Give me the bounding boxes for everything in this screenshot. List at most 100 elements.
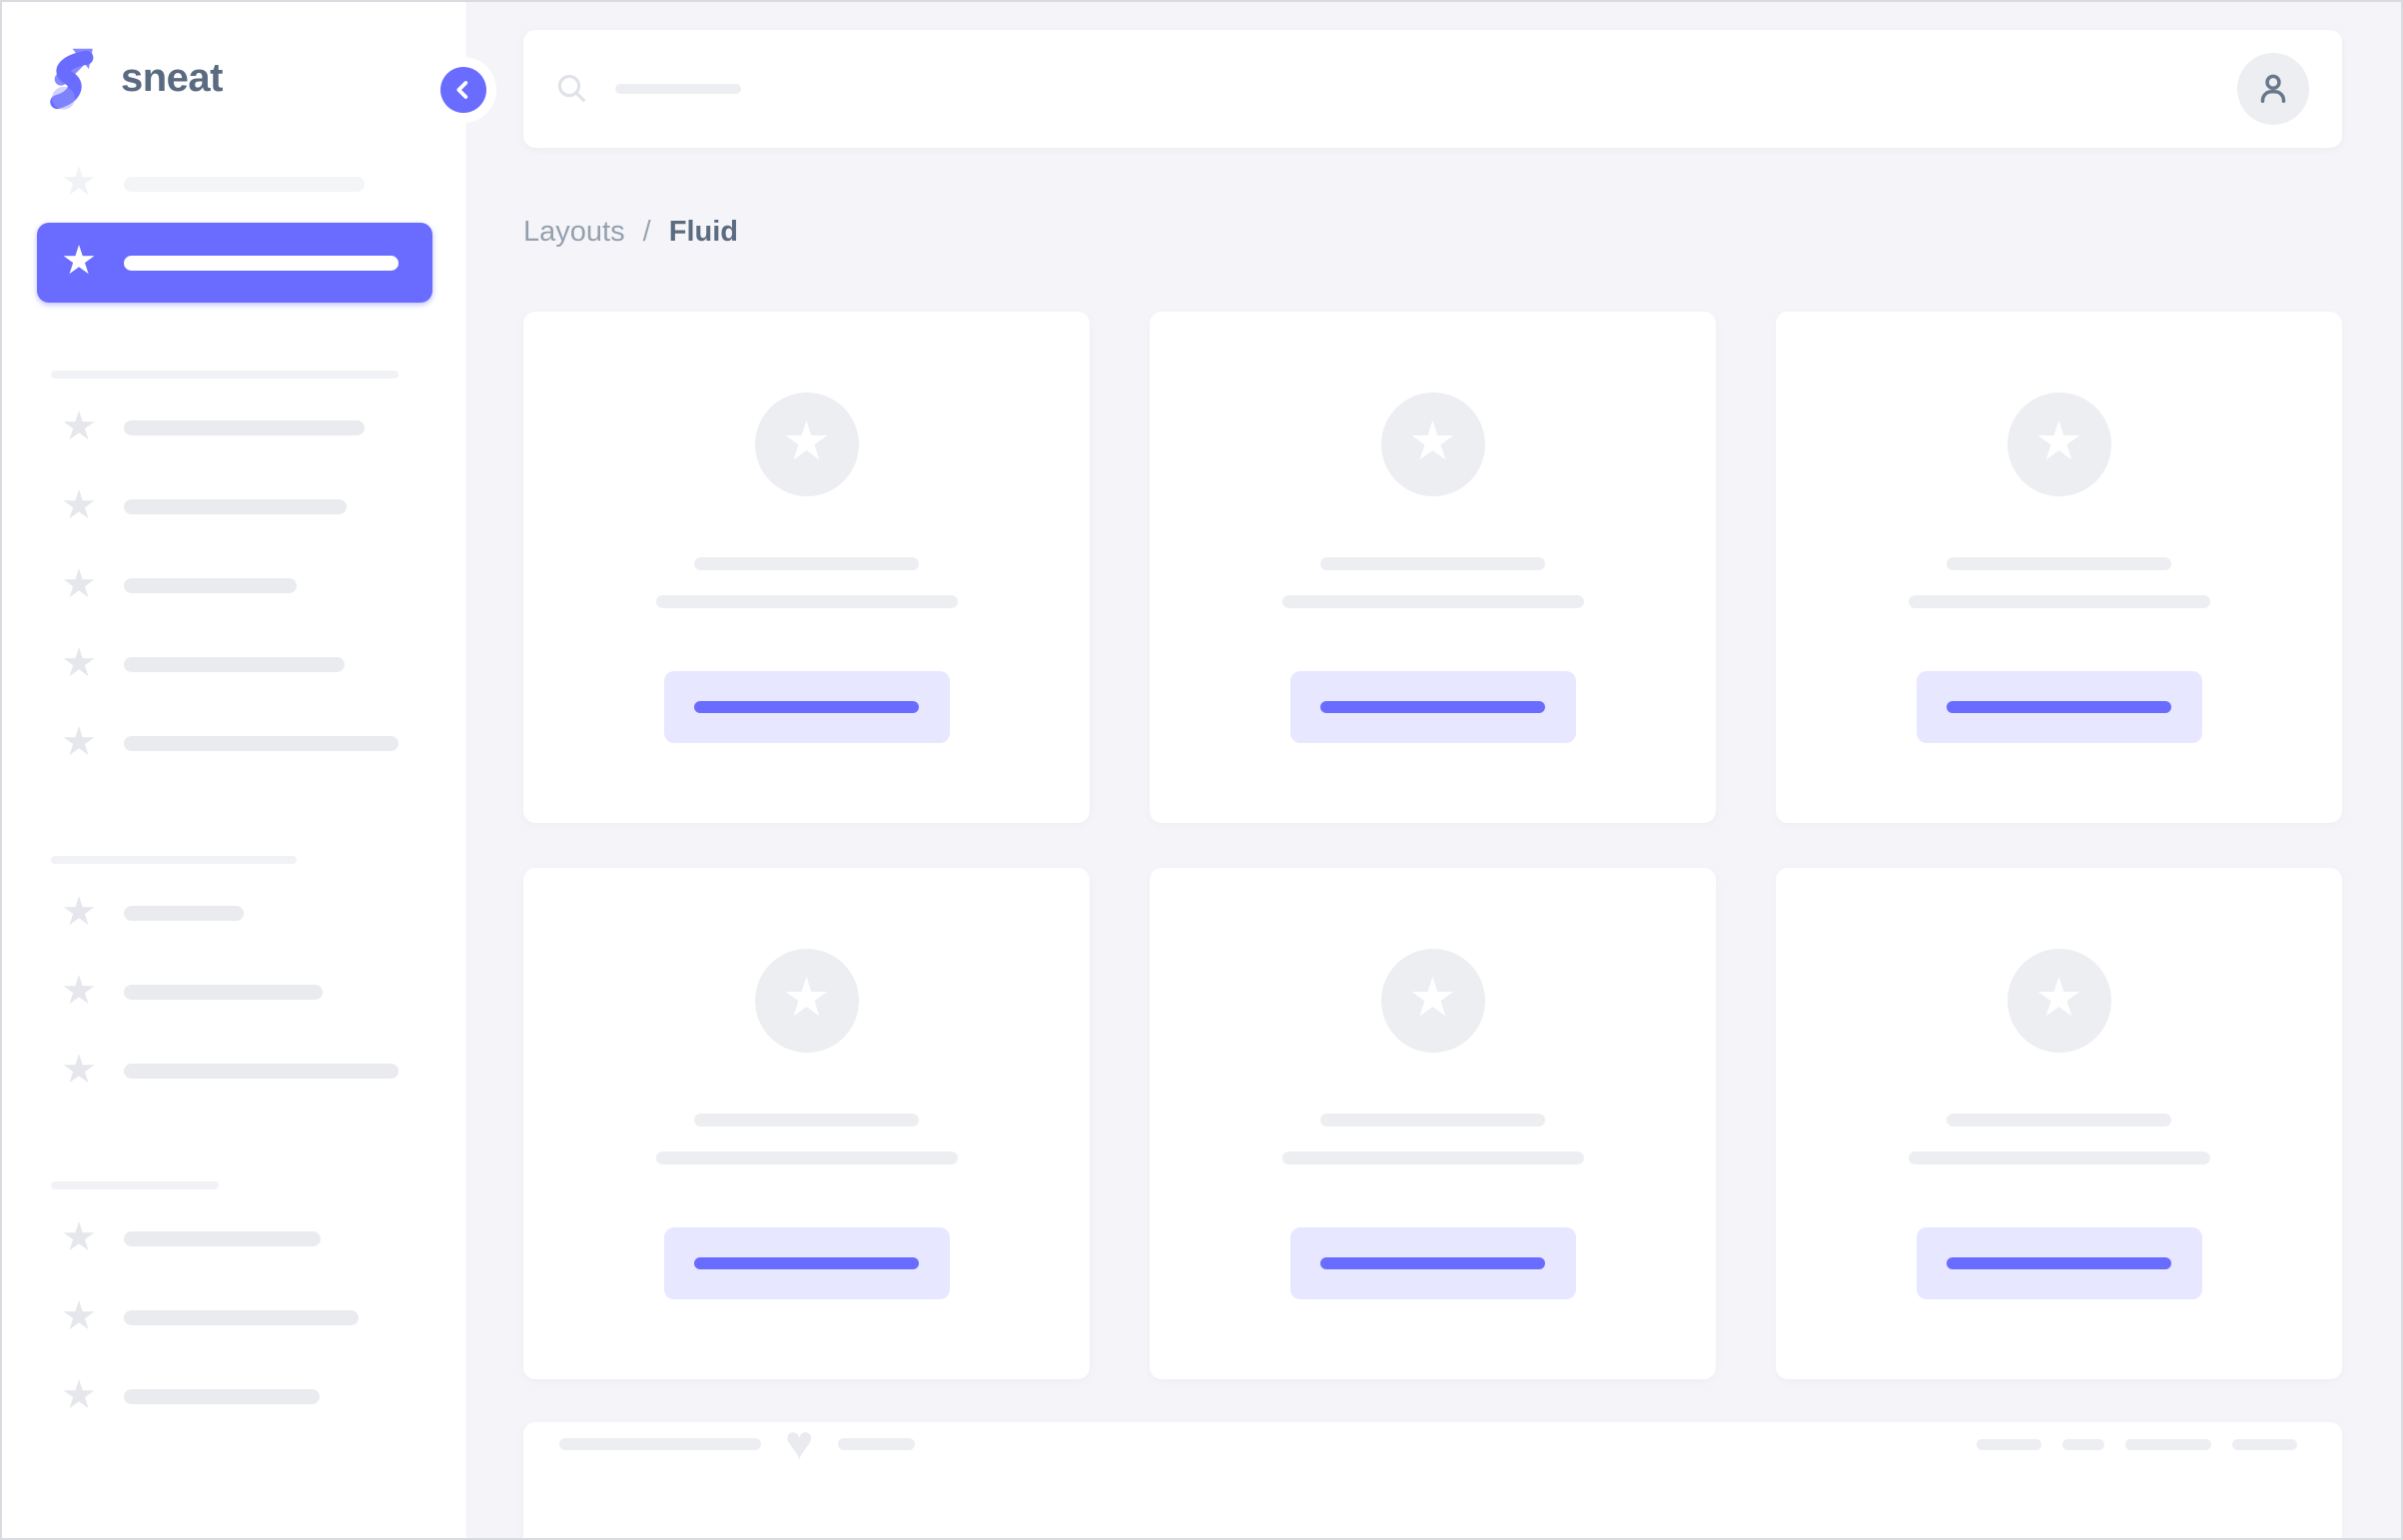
bottom-card-row: ♥ (559, 1417, 2297, 1470)
card-action-button[interactable] (663, 1227, 950, 1299)
star-icon: ★ (61, 160, 97, 204)
star-icon: ★ (1408, 411, 1457, 471)
text-placeholder-bar (1977, 1438, 2041, 1450)
card-title-placeholder (1947, 557, 2171, 570)
text-placeholder-bar (2232, 1438, 2297, 1450)
skeleton-card: ★ (1776, 312, 2342, 823)
card-subtitle-placeholder (1908, 1152, 2210, 1164)
sidebar-menu: ★ ★ ★ ★ ★ ★ ★ ★ ★ ★ ★ ★ ★ (2, 145, 466, 1436)
menu-label-placeholder (124, 985, 323, 1000)
text-placeholder-bar (837, 1438, 915, 1450)
text-placeholder-bar (2062, 1438, 2104, 1450)
skeleton-card: ★ (523, 868, 1090, 1379)
card-title-placeholder (694, 557, 919, 570)
star-icon: ★ (61, 889, 97, 934)
main-content: Layouts / Fluid ★ ★ ★ ★ (523, 2, 2342, 1538)
menu-label-placeholder (124, 578, 297, 593)
card-subtitle-placeholder (1281, 595, 1584, 608)
skeleton-card: ★ (1776, 868, 2342, 1379)
breadcrumb-separator: / (642, 216, 651, 248)
bottom-card-left-group: ♥ (559, 1417, 915, 1470)
sidebar-item[interactable]: ★ (2, 1199, 466, 1278)
card-title-placeholder (1947, 1114, 2171, 1127)
text-placeholder-bar (559, 1438, 761, 1450)
heart-icon[interactable]: ♥ (785, 1417, 814, 1470)
star-icon: ★ (782, 411, 831, 471)
star-icon: ★ (61, 482, 97, 527)
card-subtitle-placeholder (1908, 595, 2210, 608)
star-icon: ★ (61, 719, 97, 764)
card-subtitle-placeholder (1281, 1152, 1584, 1164)
menu-label-placeholder (124, 1310, 359, 1325)
card-title-placeholder (1320, 1114, 1545, 1127)
sidebar-item[interactable]: ★ (2, 1357, 466, 1436)
card-action-button[interactable] (1289, 671, 1576, 743)
card-avatar: ★ (1380, 949, 1485, 1053)
card-subtitle-placeholder (655, 595, 958, 608)
breadcrumb-current: Fluid (668, 216, 739, 248)
brand[interactable]: sneat (2, 2, 466, 112)
star-icon: ★ (61, 1372, 97, 1417)
button-label-placeholder (1320, 701, 1545, 713)
card-avatar: ★ (754, 949, 859, 1053)
bottom-card: ♥ (523, 1417, 2342, 1538)
card-action-button[interactable] (663, 671, 950, 743)
navbar-search[interactable] (523, 30, 2342, 148)
brand-name: sneat (121, 56, 224, 100)
button-label-placeholder (1947, 701, 2171, 713)
sidebar-item[interactable]: ★ (2, 625, 466, 704)
card-title-placeholder (1320, 557, 1545, 570)
breadcrumb-parent-link[interactable]: Layouts (523, 216, 625, 248)
card-action-button[interactable] (1916, 1227, 2202, 1299)
sidebar-collapse-button[interactable] (430, 57, 496, 123)
sidebar-item[interactable]: ★ (2, 704, 466, 783)
card-avatar: ★ (1380, 392, 1485, 496)
sidebar: sneat ★ ★ ★ ★ ★ ★ ★ ★ ★ (2, 2, 496, 1538)
sidebar-section-heading-placeholder (51, 856, 297, 864)
menu-label-placeholder (124, 736, 399, 751)
star-icon: ★ (61, 968, 97, 1013)
card-avatar: ★ (2006, 949, 2111, 1053)
menu-label-placeholder (124, 906, 244, 921)
card-subtitle-placeholder (655, 1152, 958, 1164)
skeleton-card: ★ (523, 312, 1090, 823)
sidebar-item[interactable]: ★ (2, 388, 466, 467)
button-label-placeholder (694, 701, 919, 713)
user-avatar-button[interactable] (2237, 53, 2309, 125)
sidebar-item[interactable]: ★ (2, 1278, 466, 1357)
button-label-placeholder (1320, 1257, 1545, 1269)
sidebar-item[interactable]: ★ (2, 953, 466, 1032)
sidebar-section-heading-placeholder (51, 371, 399, 379)
search-icon[interactable] (554, 71, 590, 107)
menu-label-placeholder (124, 657, 345, 672)
card-avatar: ★ (754, 392, 859, 496)
card-title-placeholder (694, 1114, 919, 1127)
sidebar-item[interactable]: ★ (2, 546, 466, 625)
menu-label-placeholder (124, 1064, 399, 1079)
sidebar-item[interactable]: ★ (2, 874, 466, 953)
card-action-button[interactable] (1289, 1227, 1576, 1299)
user-icon (2252, 68, 2294, 110)
brand-logo-icon (46, 45, 104, 111)
bottom-card-right-group (1977, 1438, 2297, 1450)
sidebar-item-active[interactable]: ★ (37, 223, 432, 303)
star-icon: ★ (2034, 968, 2083, 1028)
search-placeholder-bar[interactable] (615, 84, 741, 94)
sidebar-item[interactable]: ★ (2, 145, 466, 223)
star-icon: ★ (782, 968, 831, 1028)
text-placeholder-bar (2125, 1438, 2211, 1450)
sidebar-item[interactable]: ★ (2, 1032, 466, 1111)
card-action-button[interactable] (1916, 671, 2202, 743)
menu-label-placeholder (124, 1389, 320, 1404)
star-icon: ★ (1408, 968, 1457, 1028)
star-icon: ★ (61, 1047, 97, 1092)
skeleton-card: ★ (1150, 312, 1716, 823)
star-icon: ★ (61, 1293, 97, 1338)
card-grid: ★ ★ ★ ★ ★ (523, 312, 2342, 1379)
sidebar-item[interactable]: ★ (2, 467, 466, 546)
star-icon: ★ (2034, 411, 2083, 471)
chevron-left-icon (440, 67, 486, 113)
card-avatar: ★ (2006, 392, 2111, 496)
star-icon: ★ (61, 1214, 97, 1259)
button-label-placeholder (1947, 1257, 2171, 1269)
